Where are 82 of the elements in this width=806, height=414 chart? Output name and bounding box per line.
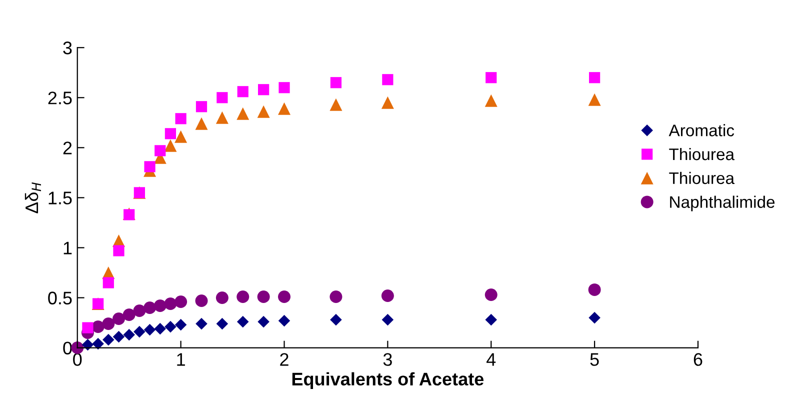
point — [164, 128, 176, 140]
point — [102, 318, 115, 330]
point — [112, 312, 125, 325]
x-axis-title: Equivalents of Acetate — [292, 372, 484, 390]
point — [164, 320, 176, 333]
point — [258, 84, 270, 96]
y-tick-label: 3 — [63, 42, 72, 54]
point — [216, 111, 228, 124]
point — [154, 299, 166, 312]
legend-label: Thiourea — [669, 148, 735, 160]
point — [278, 82, 290, 94]
point — [174, 318, 187, 331]
point — [236, 290, 250, 303]
point — [195, 117, 208, 130]
point — [382, 74, 394, 86]
point — [144, 324, 156, 336]
point — [588, 93, 601, 106]
x-tick-label: 0 — [73, 353, 82, 366]
point — [82, 322, 94, 334]
y-tick-label: 2.5 — [48, 92, 72, 104]
point — [92, 338, 104, 350]
point — [381, 96, 394, 109]
legend-label: Aromatic — [668, 124, 734, 136]
y-tick-label: 1.5 — [48, 192, 72, 204]
x-tick-label: 3 — [383, 353, 392, 366]
point — [484, 94, 498, 107]
point — [216, 92, 228, 104]
point — [216, 318, 228, 330]
point — [154, 322, 166, 335]
point — [144, 301, 156, 314]
point — [278, 314, 290, 327]
point — [330, 98, 342, 111]
y-tick-label: 0.5 — [48, 292, 72, 304]
point — [112, 330, 125, 343]
point — [257, 290, 270, 303]
x-tick-label: 5 — [590, 353, 599, 366]
point — [236, 316, 249, 328]
point — [485, 314, 498, 326]
point — [196, 318, 208, 330]
point — [164, 297, 177, 310]
point — [174, 130, 188, 143]
point — [236, 107, 250, 120]
point — [382, 314, 394, 326]
y-tick-label: 1 — [64, 242, 72, 254]
y-axis-title: Δδ$_{H}$ — [24, 182, 41, 214]
point — [484, 288, 498, 301]
point — [195, 294, 208, 307]
point — [589, 72, 600, 84]
point — [123, 328, 135, 341]
point — [588, 312, 600, 324]
x-tick-label: 4 — [486, 353, 496, 366]
point — [588, 283, 601, 296]
point — [330, 314, 342, 326]
point — [134, 326, 146, 338]
point — [175, 113, 186, 124]
point — [102, 334, 114, 346]
point — [278, 102, 290, 115]
point — [486, 72, 497, 84]
y-tick-label: 2 — [63, 142, 72, 154]
point — [258, 316, 270, 328]
x-tick-label: 6 — [694, 353, 702, 366]
point — [196, 101, 208, 112]
point — [164, 139, 177, 152]
point — [330, 77, 342, 88]
point — [154, 145, 166, 156]
point — [144, 161, 156, 172]
point — [102, 277, 114, 288]
point — [113, 245, 124, 256]
point — [257, 105, 270, 118]
point — [174, 295, 188, 308]
y-tick-label: 0 — [63, 342, 72, 354]
point — [330, 290, 342, 303]
point — [122, 308, 136, 321]
point — [133, 304, 146, 317]
legend-label: Thiourea — [669, 172, 735, 184]
point — [237, 86, 248, 98]
x-tick-label: 2 — [280, 353, 288, 366]
point — [216, 291, 228, 304]
point — [381, 289, 394, 302]
x-tick-label: 1 — [177, 353, 185, 366]
legend-label: Naphthalimide — [670, 196, 775, 212]
point — [278, 290, 290, 303]
